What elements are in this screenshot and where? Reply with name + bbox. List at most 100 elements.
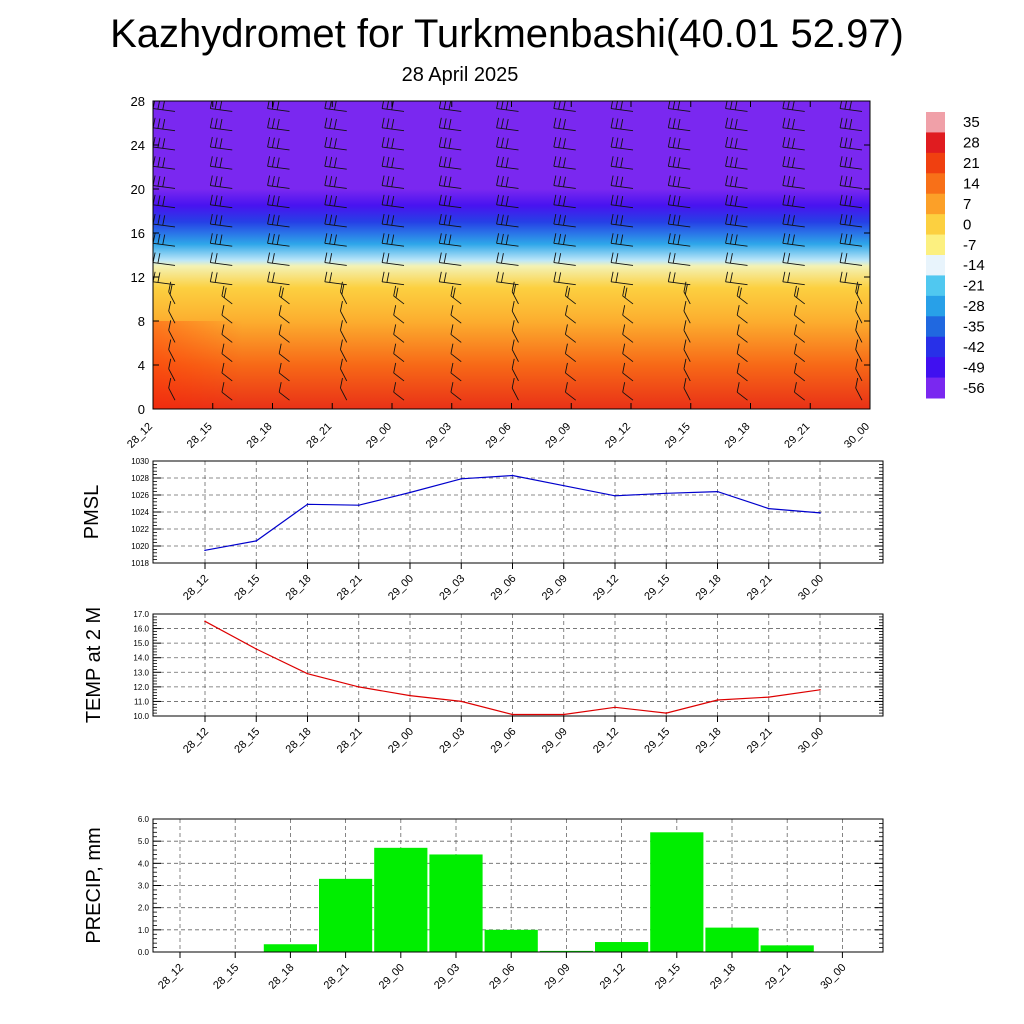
wind-barb-feather [736, 324, 740, 335]
wind-barb-shaft [782, 108, 805, 112]
data-point [204, 549, 206, 552]
precip-bar [539, 950, 593, 952]
y-tick-label: 13.0 [133, 668, 149, 677]
wind-barb-feather [736, 305, 740, 316]
wind-barb-feather [169, 284, 173, 295]
wind-barb-feather [620, 195, 624, 207]
wind-barb-shaft [324, 108, 347, 112]
wind-barb-shaft [725, 108, 748, 112]
y-axis-label: TEMP at 2 M [83, 607, 105, 723]
wind-barb-shaft [611, 146, 634, 151]
wind-barb-shaft [153, 242, 176, 247]
wind-barb-shaft [382, 242, 405, 247]
wind-barb-shaft [450, 295, 462, 305]
y-tick-label: 0 [138, 402, 145, 417]
wind-barb-feather [672, 137, 676, 148]
wind-barb-feather [496, 233, 500, 244]
wind-barb-feather [622, 382, 626, 393]
colorbar-label: -35 [963, 319, 985, 336]
wind-barb-feather [553, 136, 557, 148]
wind-barb-feather [563, 138, 566, 149]
colorbar-swatch [926, 234, 945, 256]
y-tick-label: 1020 [131, 542, 149, 551]
x-tick-label: 29_12 [603, 421, 633, 451]
wind-barb-shaft [267, 223, 290, 228]
wind-barb-feather [615, 214, 619, 225]
wind-barb-shaft [736, 391, 748, 401]
wind-barb-feather [839, 271, 843, 282]
wind-barb-feather [324, 194, 328, 205]
wind-barb-feather [782, 175, 786, 186]
wind-barb-feather [839, 156, 843, 167]
wind-barb-feather [672, 195, 676, 206]
wind-barb-feather [553, 194, 557, 205]
wind-barb-feather [329, 101, 332, 110]
x-tick-label: 29_00 [386, 726, 416, 756]
heatmap-panel: 0 4 8 12 16 20 24 28 28_12 28_15 28_18 28_21 29_00 29… [125, 94, 872, 451]
wind-barb-shaft [565, 334, 577, 343]
wind-barb-feather [168, 320, 172, 331]
wind-barb-shaft [511, 330, 519, 343]
wind-barb-shaft [553, 146, 576, 151]
wind-barb-feather [214, 272, 218, 283]
wind-barb-feather [221, 343, 225, 354]
wind-barb-feather [214, 137, 218, 148]
wind-barb-feather [505, 234, 509, 245]
colorbar-label: 35 [963, 114, 980, 131]
wind-barb-feather [448, 157, 452, 168]
y-tick-label: 15.0 [133, 639, 149, 648]
wind-barb-feather [496, 194, 500, 205]
wind-barb-feather [443, 253, 447, 264]
precip-bar [374, 847, 428, 952]
wind-barb-shaft [278, 295, 290, 305]
wind-barb-shaft [210, 146, 233, 151]
data-point [306, 672, 309, 675]
x-tick-label: 28_15 [232, 726, 262, 756]
wind-barb-feather [725, 271, 729, 282]
wind-barb-feather [729, 214, 733, 225]
wind-barb-shaft [725, 185, 748, 189]
wind-barb-feather [677, 176, 681, 187]
wind-barb-feather [610, 252, 614, 263]
x-tick-label: 28_15 [211, 962, 241, 992]
wind-barb-shaft [382, 281, 405, 286]
wind-barb-feather [386, 176, 390, 187]
wind-barb-feather [386, 195, 390, 206]
wind-barb-shaft [496, 262, 519, 266]
wind-barb-feather [849, 176, 853, 187]
wind-barb-feather [672, 253, 676, 264]
wind-barb-feather [386, 233, 390, 245]
wind-barb-feather [393, 285, 397, 297]
wind-barb-feather [157, 176, 161, 187]
wind-barb-feather [214, 195, 218, 206]
wind-barb-feather [620, 234, 624, 245]
wind-barb-feather [667, 117, 671, 128]
y-tick-label: 4.0 [138, 859, 150, 868]
precip-bar [319, 878, 373, 952]
data-point [409, 491, 411, 494]
wind-barb-feather [672, 101, 676, 110]
wind-barb-feather [792, 234, 795, 245]
wind-barb-feather [438, 213, 442, 225]
wind-barb-shaft [450, 314, 462, 324]
wind-barb-feather [500, 137, 504, 148]
wind-barb-feather [157, 137, 161, 148]
wind-barb-feather [610, 117, 614, 128]
wind-barb-feather [448, 176, 452, 187]
wind-barb-feather [340, 377, 343, 389]
wind-barb-feather [558, 272, 562, 283]
y-tick-label: 16.0 [133, 625, 149, 634]
data-point [665, 492, 668, 495]
wind-barb-feather [324, 252, 328, 263]
wind-barb-feather [329, 118, 333, 129]
wind-barb-feather [793, 362, 797, 374]
wind-barb-feather [162, 138, 166, 149]
wind-barb-shaft [782, 281, 805, 286]
wind-barb-shaft [153, 108, 176, 112]
wind-barb-shaft [168, 291, 176, 305]
wind-barb-shaft [340, 291, 348, 305]
wind-barb-shaft [439, 262, 462, 266]
wind-barb-shaft [382, 146, 405, 151]
colorbar-label: -49 [963, 359, 985, 376]
wind-barb-feather [340, 320, 343, 331]
